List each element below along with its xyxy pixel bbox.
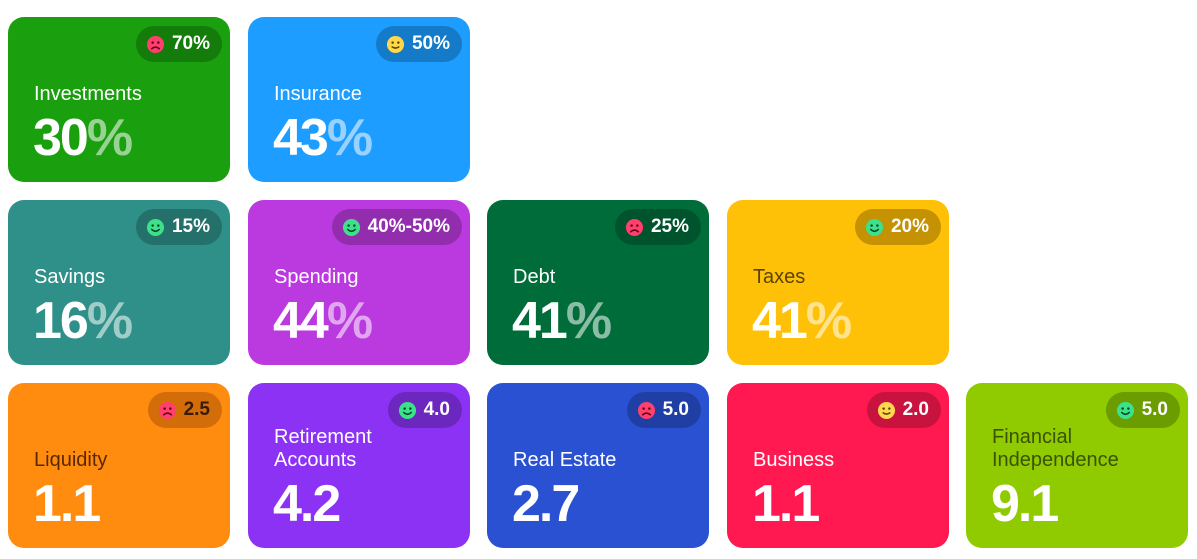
sad-face-icon [625,218,644,236]
card-label: Spending [274,266,359,288]
card-label: Real Estate [513,449,617,471]
sad-face-icon [637,401,655,419]
card-debt[interactable]: 25% Debt 41% [487,200,709,365]
card-liquidity[interactable]: 2.5 Liquidity 1.1 [8,383,230,548]
status-badge: 40%-50% [331,209,462,245]
badge-value: 2.5 [183,399,210,420]
card-real-estate[interactable]: 5.0 Real Estate 2.7 [487,383,709,548]
card-spending[interactable]: 40%-50% Spending 44% [248,200,470,365]
badge-value: 25% [650,216,689,237]
badge-value: 5.0 [1141,399,1168,420]
card-label: Savings [34,266,106,288]
card-insurance[interactable]: 50% Insurance 43% [248,17,470,182]
status-badge: 2.0 [866,392,941,428]
badge-value: 5.0 [662,399,689,420]
card-label: Financial Independence [992,426,1119,471]
card-label: Retirement Accounts [274,426,372,471]
badge-value: 50% [411,33,450,54]
status-badge: 25% [614,209,701,245]
card-value: 43% [273,109,373,167]
status-badge: 5.0 [1105,392,1180,428]
card-value: 30% [33,109,133,167]
card-value: 9.1 [991,475,1059,533]
card-label: Taxes [753,266,806,288]
neutral-face-icon [386,35,405,53]
card-investments[interactable]: 70% Investments 30% [8,17,230,182]
badge-value: 4.0 [423,399,450,420]
card-label: Business [753,449,835,471]
sad-face-icon [158,401,176,419]
card-value: 44% [273,292,373,350]
status-badge: 50% [375,26,462,62]
badge-value: 15% [171,216,210,237]
status-badge: 2.5 [147,392,222,428]
card-label: Insurance [274,83,362,105]
status-badge: 70% [135,26,222,62]
happy-face-icon [1116,401,1134,419]
status-badge: 15% [135,209,222,245]
status-badge: 4.0 [387,392,462,428]
card-value: 1.1 [33,475,101,533]
card-financial-independence[interactable]: 5.0 Financial Independence 9.1 [966,383,1188,548]
sad-face-icon [146,35,165,53]
badge-value: 40%-50% [367,216,450,237]
card-taxes[interactable]: 20% Taxes 41% [727,200,949,365]
card-business[interactable]: 2.0 Business 1.1 [727,383,949,548]
card-value: 41% [752,292,852,350]
badge-value: 20% [890,216,929,237]
card-retirement-accounts[interactable]: 4.0 Retirement Accounts 4.2 [248,383,470,548]
card-label: Investments [34,83,142,105]
badge-value: 2.0 [902,399,929,420]
neutral-face-icon [877,401,895,419]
happy-face-icon [398,401,416,419]
status-badge: 5.0 [626,392,701,428]
card-value: 1.1 [752,475,820,533]
happy-face-icon [865,218,884,236]
happy-face-icon [146,218,165,236]
card-value: 41% [512,292,612,350]
happy-face-icon [342,218,360,236]
badge-value: 70% [171,33,210,54]
status-badge: 20% [854,209,941,245]
card-savings[interactable]: 15% Savings 16% [8,200,230,365]
card-label: Debt [513,266,556,288]
card-label: Liquidity [34,449,108,471]
card-value: 16% [33,292,133,350]
card-value: 2.7 [512,475,580,533]
card-value: 4.2 [273,475,341,533]
